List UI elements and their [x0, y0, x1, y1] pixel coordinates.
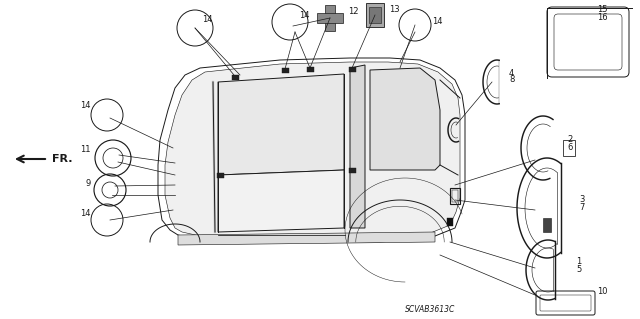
- Text: 6: 6: [567, 143, 572, 152]
- Bar: [232, 75, 239, 79]
- Polygon shape: [165, 62, 460, 238]
- Text: 8: 8: [509, 76, 515, 85]
- Text: 11: 11: [81, 145, 91, 154]
- Polygon shape: [218, 170, 344, 232]
- Text: 15: 15: [597, 5, 607, 14]
- Bar: [452, 190, 458, 202]
- Text: 1: 1: [576, 257, 581, 266]
- Text: 14: 14: [202, 16, 213, 25]
- Bar: [366, 3, 384, 27]
- Bar: [543, 218, 551, 232]
- Text: 14: 14: [81, 101, 91, 110]
- Bar: [216, 173, 223, 177]
- Bar: [369, 7, 381, 23]
- Polygon shape: [350, 65, 365, 228]
- Text: 14: 14: [81, 209, 91, 218]
- Text: 2: 2: [567, 136, 572, 145]
- Bar: [447, 218, 453, 226]
- Text: 14: 14: [300, 11, 310, 20]
- Bar: [307, 66, 314, 71]
- Text: 10: 10: [597, 287, 607, 296]
- Text: 7: 7: [579, 203, 584, 211]
- Text: 12: 12: [348, 8, 358, 17]
- Bar: [450, 188, 460, 204]
- Bar: [282, 68, 289, 72]
- Bar: [317, 13, 343, 23]
- Text: 5: 5: [576, 264, 581, 273]
- Text: 16: 16: [597, 12, 607, 21]
- Polygon shape: [218, 74, 344, 175]
- Text: 4: 4: [509, 69, 515, 78]
- Text: 3: 3: [579, 196, 584, 204]
- Text: FR.: FR.: [52, 154, 72, 164]
- Text: 14: 14: [432, 18, 442, 26]
- Bar: [563, 140, 575, 156]
- Bar: [325, 5, 335, 31]
- Bar: [349, 66, 355, 71]
- Text: 13: 13: [389, 5, 399, 14]
- Text: SCVAB3613C: SCVAB3613C: [405, 306, 455, 315]
- Polygon shape: [370, 68, 440, 170]
- Text: 9: 9: [86, 179, 91, 188]
- Bar: [349, 167, 355, 173]
- Polygon shape: [178, 232, 435, 245]
